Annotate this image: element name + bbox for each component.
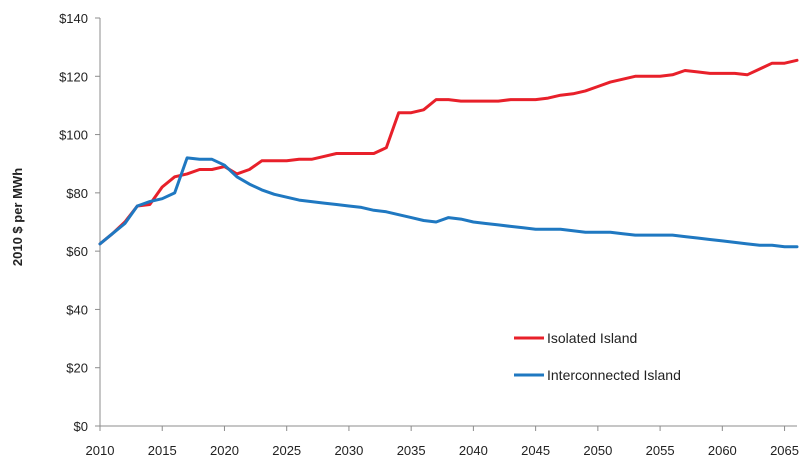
y-tick-label: $80	[66, 186, 88, 201]
x-tick-label: 2055	[646, 443, 675, 458]
series-line-1	[98, 156, 799, 249]
y-tick-label: $60	[66, 244, 88, 259]
x-tick-label: 2050	[583, 443, 612, 458]
series-line-0	[98, 58, 799, 246]
series-lines	[98, 58, 799, 249]
x-tick-label: 2010	[86, 443, 115, 458]
legend-label-1: Interconnected Island	[547, 367, 681, 383]
y-tick-label: $20	[66, 361, 88, 376]
x-axis-ticks: 2010 2015 2020 2025 2030 2035 2040 2045 2050 2055…	[86, 426, 799, 458]
y-tick-label: $40	[66, 302, 88, 317]
legend-label-0: Isolated Island	[547, 330, 637, 346]
x-tick-label: 2035	[397, 443, 426, 458]
y-axis-title: 2010 $ per MWh	[10, 168, 25, 266]
y-axis-ticks: $0 $20 $40 $60 $80 $100 $120 $140	[59, 11, 100, 434]
x-tick-label: 2045	[521, 443, 550, 458]
x-tick-label: 2030	[334, 443, 363, 458]
y-tick-label: $120	[59, 69, 88, 84]
legend: Isolated Island Interconnected Island	[514, 330, 681, 383]
x-tick-label: 2040	[459, 443, 488, 458]
axes	[99, 18, 797, 427]
x-tick-label: 2065	[770, 443, 799, 458]
x-tick-label: 2060	[708, 443, 737, 458]
y-tick-label: $140	[59, 11, 88, 26]
x-tick-label: 2025	[272, 443, 301, 458]
y-axis-title-group: 2010 $ per MWh	[10, 168, 25, 266]
x-tick-label: 2015	[148, 443, 177, 458]
x-tick-label: 2020	[210, 443, 239, 458]
y-tick-label: $0	[74, 419, 88, 434]
y-tick-label: $100	[59, 128, 88, 143]
